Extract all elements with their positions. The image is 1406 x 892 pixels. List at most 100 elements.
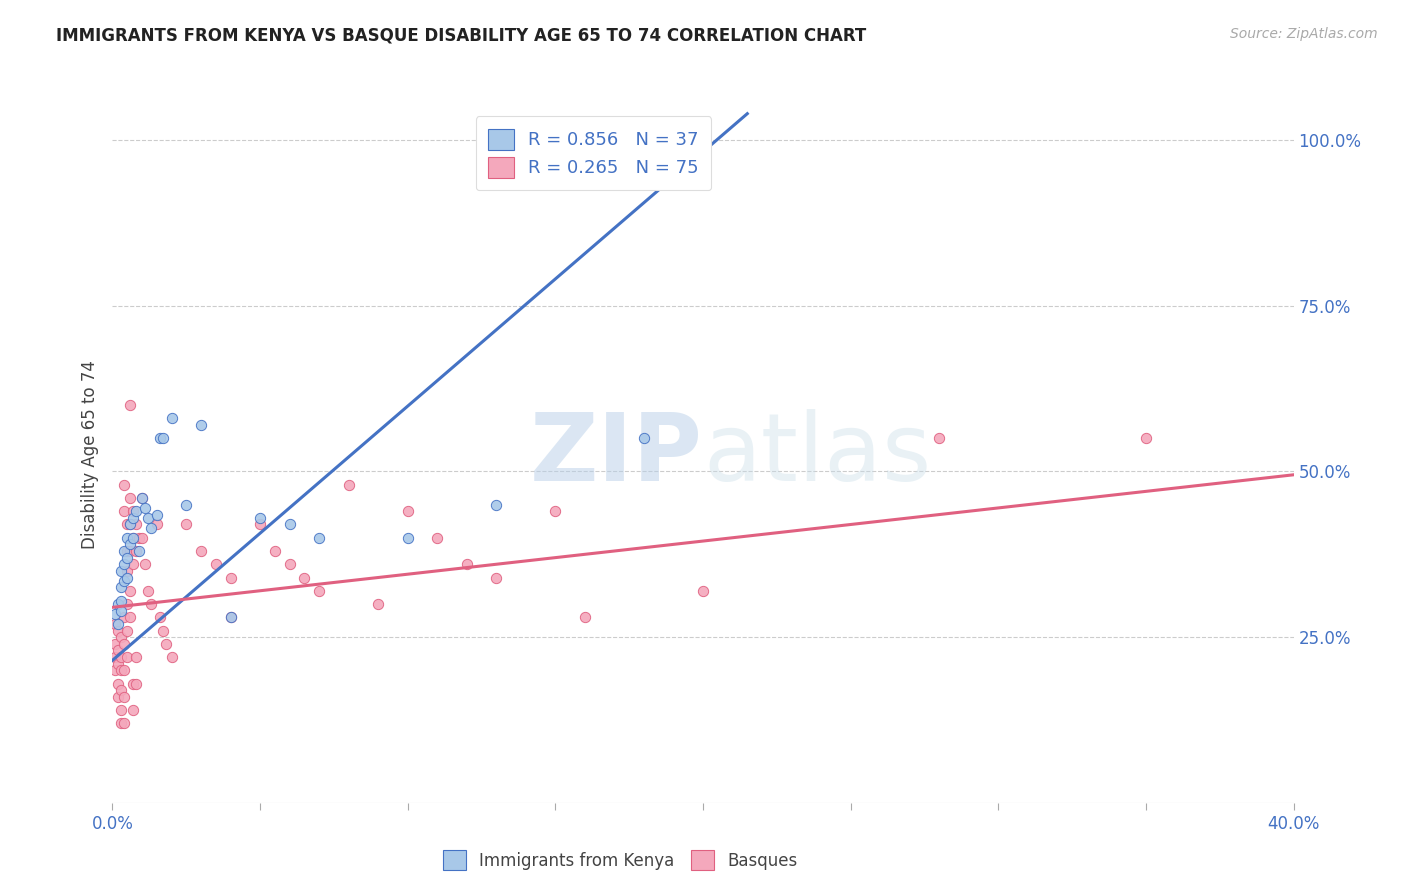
Point — [104, 637, 127, 651]
Point — [110, 683, 132, 698]
Point — [155, 637, 177, 651]
Point — [136, 511, 159, 525]
Point — [110, 630, 132, 644]
Point — [692, 133, 714, 147]
Point — [633, 431, 655, 445]
Point — [456, 558, 478, 572]
Point — [112, 610, 135, 624]
Point — [128, 531, 150, 545]
Point — [134, 558, 156, 572]
Point — [278, 517, 301, 532]
Legend: Immigrants from Kenya, Basques: Immigrants from Kenya, Basques — [434, 842, 807, 878]
Point — [122, 703, 145, 717]
Point — [110, 604, 132, 618]
Point — [104, 663, 127, 677]
Point — [160, 650, 183, 665]
Point — [110, 564, 132, 578]
Point — [125, 544, 148, 558]
Point — [308, 531, 330, 545]
Point — [107, 657, 129, 671]
Point — [160, 411, 183, 425]
Point — [308, 583, 330, 598]
Point — [110, 593, 132, 607]
Point — [190, 544, 212, 558]
Point — [249, 511, 271, 525]
Point — [544, 504, 567, 518]
Point — [110, 703, 132, 717]
Point — [110, 581, 132, 595]
Point — [104, 607, 127, 621]
Point — [337, 477, 360, 491]
Point — [574, 610, 596, 624]
Point — [1135, 431, 1157, 445]
Point — [120, 583, 142, 598]
Point — [131, 531, 153, 545]
Point — [219, 610, 242, 624]
Point — [120, 491, 142, 505]
Point — [149, 610, 172, 624]
Point — [117, 564, 138, 578]
Text: IMMIGRANTS FROM KENYA VS BASQUE DISABILITY AGE 65 TO 74 CORRELATION CHART: IMMIGRANTS FROM KENYA VS BASQUE DISABILI… — [56, 27, 866, 45]
Point — [125, 517, 148, 532]
Point — [152, 624, 174, 638]
Point — [134, 500, 156, 515]
Point — [692, 583, 714, 598]
Point — [117, 570, 138, 584]
Point — [146, 508, 169, 522]
Point — [112, 504, 135, 518]
Point — [117, 650, 138, 665]
Point — [219, 570, 242, 584]
Point — [396, 504, 419, 518]
Point — [107, 616, 129, 631]
Point — [125, 650, 148, 665]
Point — [120, 610, 142, 624]
Point — [112, 477, 135, 491]
Point — [249, 517, 271, 532]
Point — [174, 498, 197, 512]
Point — [139, 597, 162, 611]
Point — [146, 517, 169, 532]
Point — [292, 570, 315, 584]
Point — [125, 676, 148, 690]
Point — [112, 558, 135, 572]
Point — [149, 431, 172, 445]
Point — [122, 676, 145, 690]
Point — [122, 504, 145, 518]
Point — [110, 650, 132, 665]
Point — [120, 537, 142, 551]
Point — [219, 610, 242, 624]
Point — [122, 511, 145, 525]
Point — [367, 597, 389, 611]
Point — [426, 531, 449, 545]
Point — [136, 583, 159, 598]
Point — [112, 663, 135, 677]
Point — [107, 676, 129, 690]
Point — [122, 531, 145, 545]
Point — [174, 517, 197, 532]
Point — [120, 517, 142, 532]
Point — [139, 521, 162, 535]
Point — [128, 544, 150, 558]
Point — [110, 663, 132, 677]
Point — [117, 624, 138, 638]
Point — [117, 517, 138, 532]
Text: ZIP: ZIP — [530, 409, 703, 501]
Point — [117, 550, 138, 565]
Point — [122, 531, 145, 545]
Point — [264, 544, 287, 558]
Point — [112, 574, 135, 588]
Point — [104, 616, 127, 631]
Point — [117, 544, 138, 558]
Point — [396, 531, 419, 545]
Point — [120, 398, 142, 412]
Point — [107, 597, 129, 611]
Text: Source: ZipAtlas.com: Source: ZipAtlas.com — [1230, 27, 1378, 41]
Point — [122, 558, 145, 572]
Point — [107, 690, 129, 704]
Point — [485, 570, 508, 584]
Point — [107, 624, 129, 638]
Point — [112, 716, 135, 731]
Point — [107, 643, 129, 657]
Point — [485, 498, 508, 512]
Point — [928, 431, 950, 445]
